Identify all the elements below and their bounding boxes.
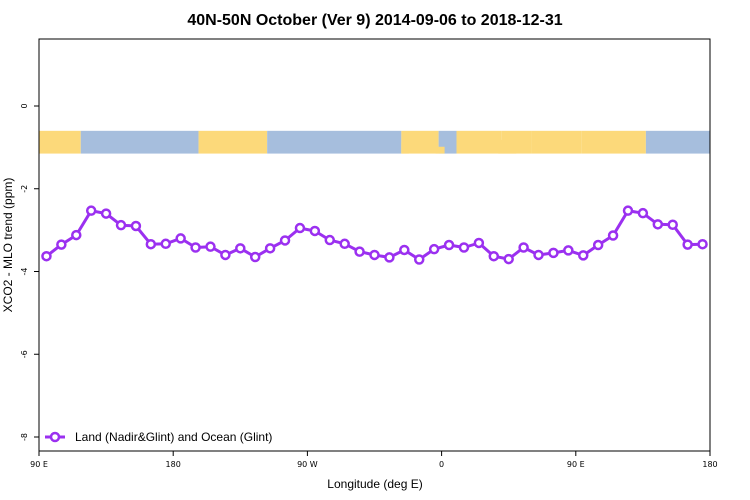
data-point bbox=[85, 205, 97, 216]
data-point bbox=[488, 250, 500, 262]
data-point bbox=[369, 249, 380, 261]
x-axis: 90 E 180 90 W 0 90 E 180 bbox=[30, 451, 718, 469]
data-point bbox=[682, 239, 693, 250]
chart-title: 40N-50N October (Ver 9) 2014-09-06 to 20… bbox=[187, 12, 562, 29]
x-tick-label: 0 bbox=[439, 460, 444, 469]
data-point bbox=[458, 242, 470, 253]
data-point bbox=[71, 229, 82, 241]
data-point bbox=[339, 238, 350, 250]
y-axis-label: XCO2 - MLO trend (ppm) bbox=[1, 178, 15, 313]
x-axis-label: Longitude (deg E) bbox=[327, 477, 422, 491]
data-point bbox=[563, 245, 574, 256]
legend: Land (Nadir&Glint) and Ocean (Glint) bbox=[45, 430, 272, 444]
data-point bbox=[205, 241, 216, 252]
data-point bbox=[384, 252, 395, 263]
data-point bbox=[160, 238, 171, 250]
map-strip-land-patch bbox=[498, 139, 517, 154]
map-strip-segment bbox=[39, 130, 81, 154]
data-point bbox=[443, 239, 455, 251]
map-strip-segment bbox=[645, 130, 710, 154]
map-strip-segment bbox=[456, 130, 502, 154]
data-point bbox=[220, 249, 231, 261]
x-tick-label: 90 E bbox=[30, 460, 48, 469]
data-point bbox=[294, 222, 306, 234]
data-point bbox=[697, 238, 708, 250]
land-ocean-map-strip bbox=[39, 130, 710, 154]
x-tick-label: 90 E bbox=[567, 460, 585, 469]
data-point bbox=[175, 233, 186, 244]
data-point bbox=[100, 208, 112, 219]
data-point bbox=[56, 239, 67, 250]
y-tick-label: -4 bbox=[20, 268, 29, 276]
map-strip-segment bbox=[198, 130, 268, 154]
data-point bbox=[548, 247, 559, 259]
data-point bbox=[41, 250, 52, 262]
data-point bbox=[324, 234, 336, 246]
data-point bbox=[607, 230, 619, 241]
data-point bbox=[413, 254, 425, 265]
data-point bbox=[592, 239, 604, 251]
map-strip-segment bbox=[267, 130, 402, 154]
data-point bbox=[622, 205, 634, 216]
legend-label: Land (Nadir&Glint) and Ocean (Glint) bbox=[75, 430, 272, 444]
data-point bbox=[503, 253, 514, 265]
x-tick-label: 90 W bbox=[297, 460, 318, 469]
data-point bbox=[399, 244, 410, 256]
data-point bbox=[354, 246, 365, 257]
y-axis: 0 -2 -4 -6 -8 bbox=[20, 103, 39, 441]
map-strip-segment bbox=[581, 130, 646, 154]
data-point bbox=[637, 207, 649, 219]
map-strip-land-patch bbox=[401, 142, 409, 154]
map-strip-segment bbox=[401, 130, 439, 154]
map-strip-segment bbox=[80, 130, 199, 154]
data-point bbox=[235, 243, 246, 254]
data-point bbox=[115, 219, 127, 231]
map-strip-land-patch bbox=[435, 146, 445, 154]
legend-marker-swatch bbox=[49, 431, 61, 443]
data-point bbox=[518, 242, 529, 253]
x-tick-label: 180 bbox=[702, 460, 717, 469]
data-point bbox=[578, 250, 589, 261]
map-strip-segment bbox=[531, 130, 582, 154]
y-tick-label: -6 bbox=[20, 350, 29, 358]
data-point bbox=[473, 237, 485, 249]
data-point bbox=[190, 242, 201, 253]
y-tick-label: -8 bbox=[20, 433, 29, 441]
data-point bbox=[279, 235, 291, 246]
data-point bbox=[264, 243, 276, 254]
y-tick-label: 0 bbox=[20, 103, 29, 108]
data-point bbox=[249, 251, 261, 263]
data-point bbox=[130, 220, 142, 232]
data-point bbox=[428, 243, 440, 255]
data-point bbox=[309, 225, 321, 237]
series-layer bbox=[41, 205, 708, 265]
data-point bbox=[533, 249, 544, 261]
data-point bbox=[145, 238, 157, 250]
y-tick-label: -2 bbox=[20, 185, 29, 193]
data-point bbox=[652, 219, 664, 230]
x-tick-label: 180 bbox=[166, 460, 181, 469]
plot-frame bbox=[38, 38, 711, 452]
data-point bbox=[667, 219, 678, 230]
